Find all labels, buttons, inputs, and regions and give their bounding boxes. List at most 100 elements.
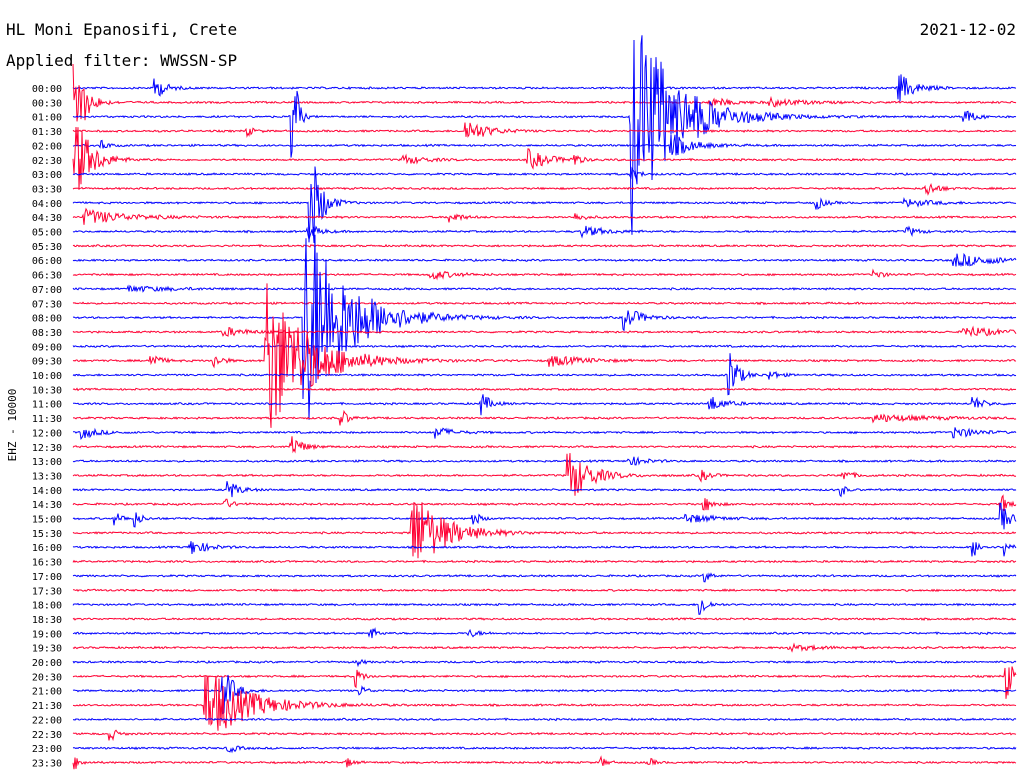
trace-rows: 00:00 00:30 01:00 01:30 02:00 02:30 03:00 03:30… — [32, 35, 1017, 770]
row-time-label: 15:00 — [32, 515, 62, 526]
row-time-label: 05:00 — [32, 228, 62, 239]
row-time-label: 20:00 — [32, 658, 62, 669]
row-time-label: 09:30 — [32, 357, 62, 368]
row-time-label: 03:00 — [32, 170, 62, 181]
trace-line — [72, 183, 1017, 196]
trace-line — [72, 494, 1017, 512]
trace-line — [72, 268, 1017, 281]
trace-line — [72, 717, 1017, 722]
trace-line — [72, 541, 1017, 557]
trace-line — [72, 436, 1017, 454]
row-time-label: 01:30 — [32, 127, 62, 138]
trace-line — [72, 502, 1017, 530]
row-time-label: 18:30 — [32, 615, 62, 626]
trace-line — [72, 674, 1017, 715]
trace-line — [72, 427, 1017, 441]
row-time-label: 00:30 — [32, 98, 62, 109]
row-time-label: 22:00 — [32, 715, 62, 726]
row-time-label: 16:00 — [32, 543, 62, 554]
trace-line — [72, 35, 1017, 235]
y-axis-label: EHZ - 10000 — [6, 389, 19, 462]
row-time-label: 04:00 — [32, 199, 62, 210]
row-time-label: 11:30 — [32, 414, 62, 425]
trace-line — [72, 301, 1017, 306]
row-time-label: 22:30 — [32, 730, 62, 741]
row-time-label: 09:00 — [32, 342, 62, 353]
row-time-label: 13:30 — [32, 471, 62, 482]
trace-line — [72, 234, 1017, 420]
row-time-label: 17:30 — [32, 586, 62, 597]
row-time-label: 19:00 — [32, 629, 62, 640]
row-time-label: 07:00 — [32, 285, 62, 296]
trace-line — [72, 642, 1017, 653]
row-time-label: 16:30 — [32, 558, 62, 569]
trace-line — [72, 729, 1017, 742]
trace-line — [72, 675, 1017, 731]
row-time-label: 06:00 — [32, 256, 62, 267]
trace-line — [72, 166, 1017, 180]
trace-line — [72, 225, 1017, 242]
trace-line — [72, 283, 1017, 428]
trace-line — [72, 456, 1017, 466]
row-time-label: 20:30 — [32, 672, 62, 683]
row-time-label: 05:30 — [32, 242, 62, 253]
row-time-label: 01:00 — [32, 113, 62, 124]
row-time-label: 21:00 — [32, 687, 62, 698]
row-time-label: 10:00 — [32, 371, 62, 382]
row-time-label: 19:30 — [32, 644, 62, 655]
row-time-label: 17:00 — [32, 572, 62, 583]
station-title: HL Moni Epanosifi, Crete — [6, 20, 237, 39]
trace-line — [72, 353, 1017, 396]
row-time-label: 10:30 — [32, 385, 62, 396]
trace-line — [72, 755, 1017, 770]
trace-line — [72, 74, 1017, 102]
filter-label: Applied filter: WWSSN-SP — [6, 51, 237, 70]
row-time-label: 23:30 — [32, 758, 62, 769]
trace-line — [72, 481, 1017, 498]
trace-line — [72, 252, 1017, 268]
row-time-label: 02:30 — [32, 156, 62, 167]
trace-line — [72, 394, 1017, 416]
trace-line — [72, 409, 1017, 426]
trace-line — [72, 243, 1016, 248]
trace-line — [72, 666, 1017, 699]
trace-line — [72, 284, 1017, 293]
trace-line — [72, 658, 1017, 668]
row-time-label: 14:00 — [32, 486, 62, 497]
row-time-label: 04:30 — [32, 213, 62, 224]
trace-line — [72, 600, 1017, 615]
row-time-label: 23:00 — [32, 744, 62, 755]
trace-line — [72, 572, 1017, 583]
trace-line — [72, 122, 1017, 138]
trace-line — [72, 344, 1017, 349]
trace-line — [72, 63, 1017, 122]
trace-line — [72, 745, 1017, 754]
trace-line — [72, 126, 1017, 190]
row-time-label: 02:00 — [32, 141, 62, 152]
row-time-label: 18:00 — [32, 601, 62, 612]
trace-line — [72, 453, 1017, 496]
row-time-label: 11:00 — [32, 400, 62, 411]
row-time-label: 12:30 — [32, 443, 62, 454]
row-time-label: 03:30 — [32, 184, 62, 195]
row-time-label: 13:00 — [32, 457, 62, 468]
trace-line — [72, 387, 1017, 392]
row-time-label: 12:00 — [32, 428, 62, 439]
row-time-label: 07:30 — [32, 299, 62, 310]
row-time-label: 14:30 — [32, 500, 62, 511]
row-time-label: 21:30 — [32, 701, 62, 712]
row-time-label: 08:00 — [32, 314, 62, 325]
row-time-label: 15:30 — [32, 529, 62, 540]
trace-line — [72, 207, 1017, 225]
date-label: 2021-12-02 — [920, 20, 1016, 39]
row-time-label: 00:00 — [32, 84, 62, 95]
trace-line — [72, 588, 1017, 593]
trace-line — [72, 627, 1017, 639]
row-time-label: 08:30 — [32, 328, 62, 339]
trace-line — [72, 501, 1017, 559]
trace-line — [72, 559, 1017, 564]
trace-line — [72, 166, 1017, 244]
trace-line — [72, 134, 1017, 156]
trace-line — [72, 325, 1017, 338]
